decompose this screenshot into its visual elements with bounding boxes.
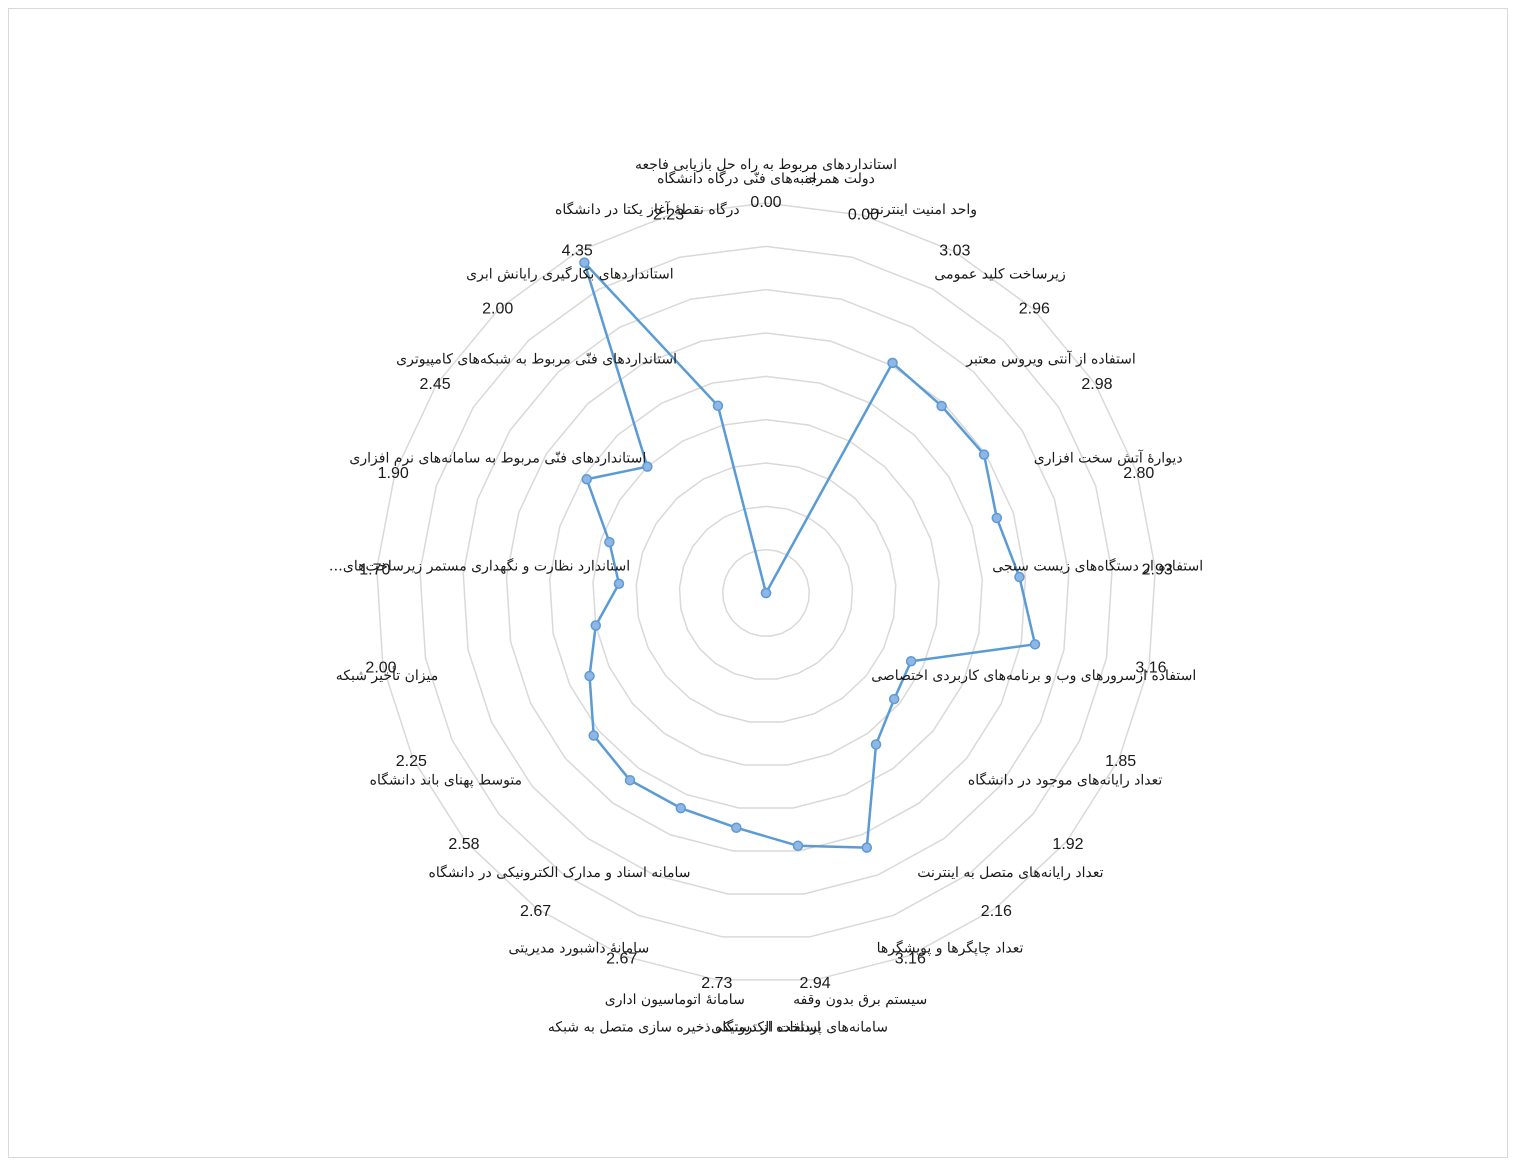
category-label: زیرساخت کلید عمومی <box>934 267 1065 283</box>
category-label: سیستم برق بدون وقفه <box>793 992 927 1008</box>
grid-ring <box>505 332 1027 852</box>
value-label: 1.85 <box>1105 753 1136 770</box>
category-label: استانداردهای فنّی مربوط به شبکه‌های کامپ… <box>396 351 677 367</box>
data-point <box>1014 571 1025 583</box>
value-label: 1.90 <box>378 465 409 482</box>
data-point <box>712 400 724 412</box>
value-label: 0.00 <box>750 194 781 211</box>
data-point <box>978 449 990 460</box>
value-label: 2.25 <box>396 753 427 770</box>
grid-ring <box>678 505 854 680</box>
value-label: 4.35 <box>562 243 593 260</box>
category-label: استفاده ازسرورهای وب و برنامه‌های کاربرد… <box>871 668 1196 684</box>
grid-ring <box>592 418 940 766</box>
data-series <box>579 257 1041 853</box>
value-label: 2.94 <box>800 975 831 992</box>
value-label: 3.16 <box>895 950 926 967</box>
category-label: استفاده از دستگاه‌های زیست سنجی <box>992 557 1203 574</box>
category-label: میزان تأخیر شبکه <box>336 665 438 684</box>
data-point <box>905 656 917 667</box>
category-label: استانداردهای بکارگیری رایانش ابری <box>466 266 673 283</box>
value-label: 1.92 <box>1052 836 1083 853</box>
data-point <box>613 578 625 589</box>
category-label: دولت همراه <box>805 171 875 187</box>
chart-frame: 0.00 0.00 3.03 2.96 2.98 2.80 2.93 3.16 1.85 1.92… <box>8 8 1508 1158</box>
grid-ring <box>549 375 983 809</box>
value-labels: 0.00 0.00 3.03 2.96 2.98 2.80 2.93 3.16 1.85 1.92… <box>359 194 1173 992</box>
value-label: 0.00 <box>848 206 879 223</box>
grid-ring <box>419 245 1113 938</box>
grid-ring <box>635 462 897 723</box>
data-point <box>624 774 636 786</box>
value-label: 2.73 <box>701 975 732 992</box>
value-label: 2.98 <box>1081 376 1112 393</box>
grid-ring <box>462 288 1070 895</box>
category-label: سامانۀ اتوماسیون اداری <box>605 992 745 1008</box>
category-label: تعداد رایانه‌های متصل به اینترنت <box>917 865 1103 881</box>
data-point <box>588 730 599 741</box>
data-point <box>888 693 900 705</box>
category-label: استانداردهای مربوط به راه حل بازیابی فاج… <box>635 157 897 173</box>
category-label: استفاده از دستگاه ذخیره سازی متصل به شبک… <box>548 1019 821 1036</box>
data-point <box>870 739 882 750</box>
value-label: 2.93 <box>1142 561 1173 578</box>
value-label: 2.16 <box>981 903 1012 920</box>
category-label: واحد امنیت اینترنت <box>866 202 977 218</box>
value-label: 2.23 <box>653 206 684 223</box>
category-label: سامانه اسناد و مدارک الکترونیکی در دانشگ… <box>429 864 691 881</box>
data-point <box>792 840 804 852</box>
grid-ring <box>721 548 811 637</box>
data-point <box>590 620 601 631</box>
data-point <box>675 802 687 814</box>
category-label: متوسط پهنای باند دانشگاه <box>370 771 522 788</box>
value-label: 2.67 <box>606 950 637 967</box>
grid-rings <box>376 202 1156 981</box>
value-label: 3.16 <box>1135 659 1166 676</box>
data-point <box>731 822 742 833</box>
value-label: 2.58 <box>448 836 479 853</box>
value-label: 1.70 <box>359 561 390 578</box>
data-point <box>936 400 947 412</box>
value-label: 2.00 <box>365 659 396 676</box>
grid-ring <box>376 202 1156 981</box>
category-label: تعداد رایانه‌های موجود در دانشگاه <box>968 771 1163 788</box>
radar-chart: 0.00 0.00 3.03 2.96 2.98 2.80 2.93 3.16 1.85 1.92… <box>329 157 1203 1036</box>
data-point <box>579 257 590 268</box>
category-label: سامانۀ داشبورد مدیریتی <box>509 940 650 956</box>
category-label: سامانه‌های پرداخت الکترونیکی <box>711 1020 888 1036</box>
value-label: 3.03 <box>939 243 970 260</box>
value-label: 2.00 <box>482 300 513 317</box>
category-label: دیوارۀ آتش سخت افزاری <box>1034 449 1183 467</box>
value-label: 2.96 <box>1019 300 1050 317</box>
data-point <box>861 842 873 853</box>
value-label: 2.67 <box>520 903 551 920</box>
data-point <box>584 670 595 682</box>
category-label: استاندارد نظارت و نگهداری مستمر زیرساخت‌… <box>329 557 630 574</box>
data-point <box>887 357 898 369</box>
category-labels: استانداردهای مربوط به راه حل بازیابی فاج… <box>329 157 1203 1036</box>
data-point <box>581 473 592 485</box>
category-label: استانداردهای فنّی مربوط به سامانه‌های نر… <box>349 451 646 467</box>
data-point <box>1029 639 1041 650</box>
category-label: درگاه نقطۀ آغاز یکتا در دانشگاه <box>555 200 740 218</box>
data-point <box>760 587 772 599</box>
data-point <box>642 461 653 472</box>
value-label: 2.80 <box>1123 465 1154 482</box>
category-label: استفاده از آنتی ویروس معتبر <box>965 349 1136 367</box>
data-point <box>604 536 615 548</box>
value-label: 2.45 <box>419 376 450 393</box>
category-label: جنبه‌های فنّی درگاه دانشگاه <box>657 170 817 187</box>
category-label: تعداد چاپگرها و پویشگرها <box>877 939 1024 956</box>
data-point <box>991 512 1003 524</box>
